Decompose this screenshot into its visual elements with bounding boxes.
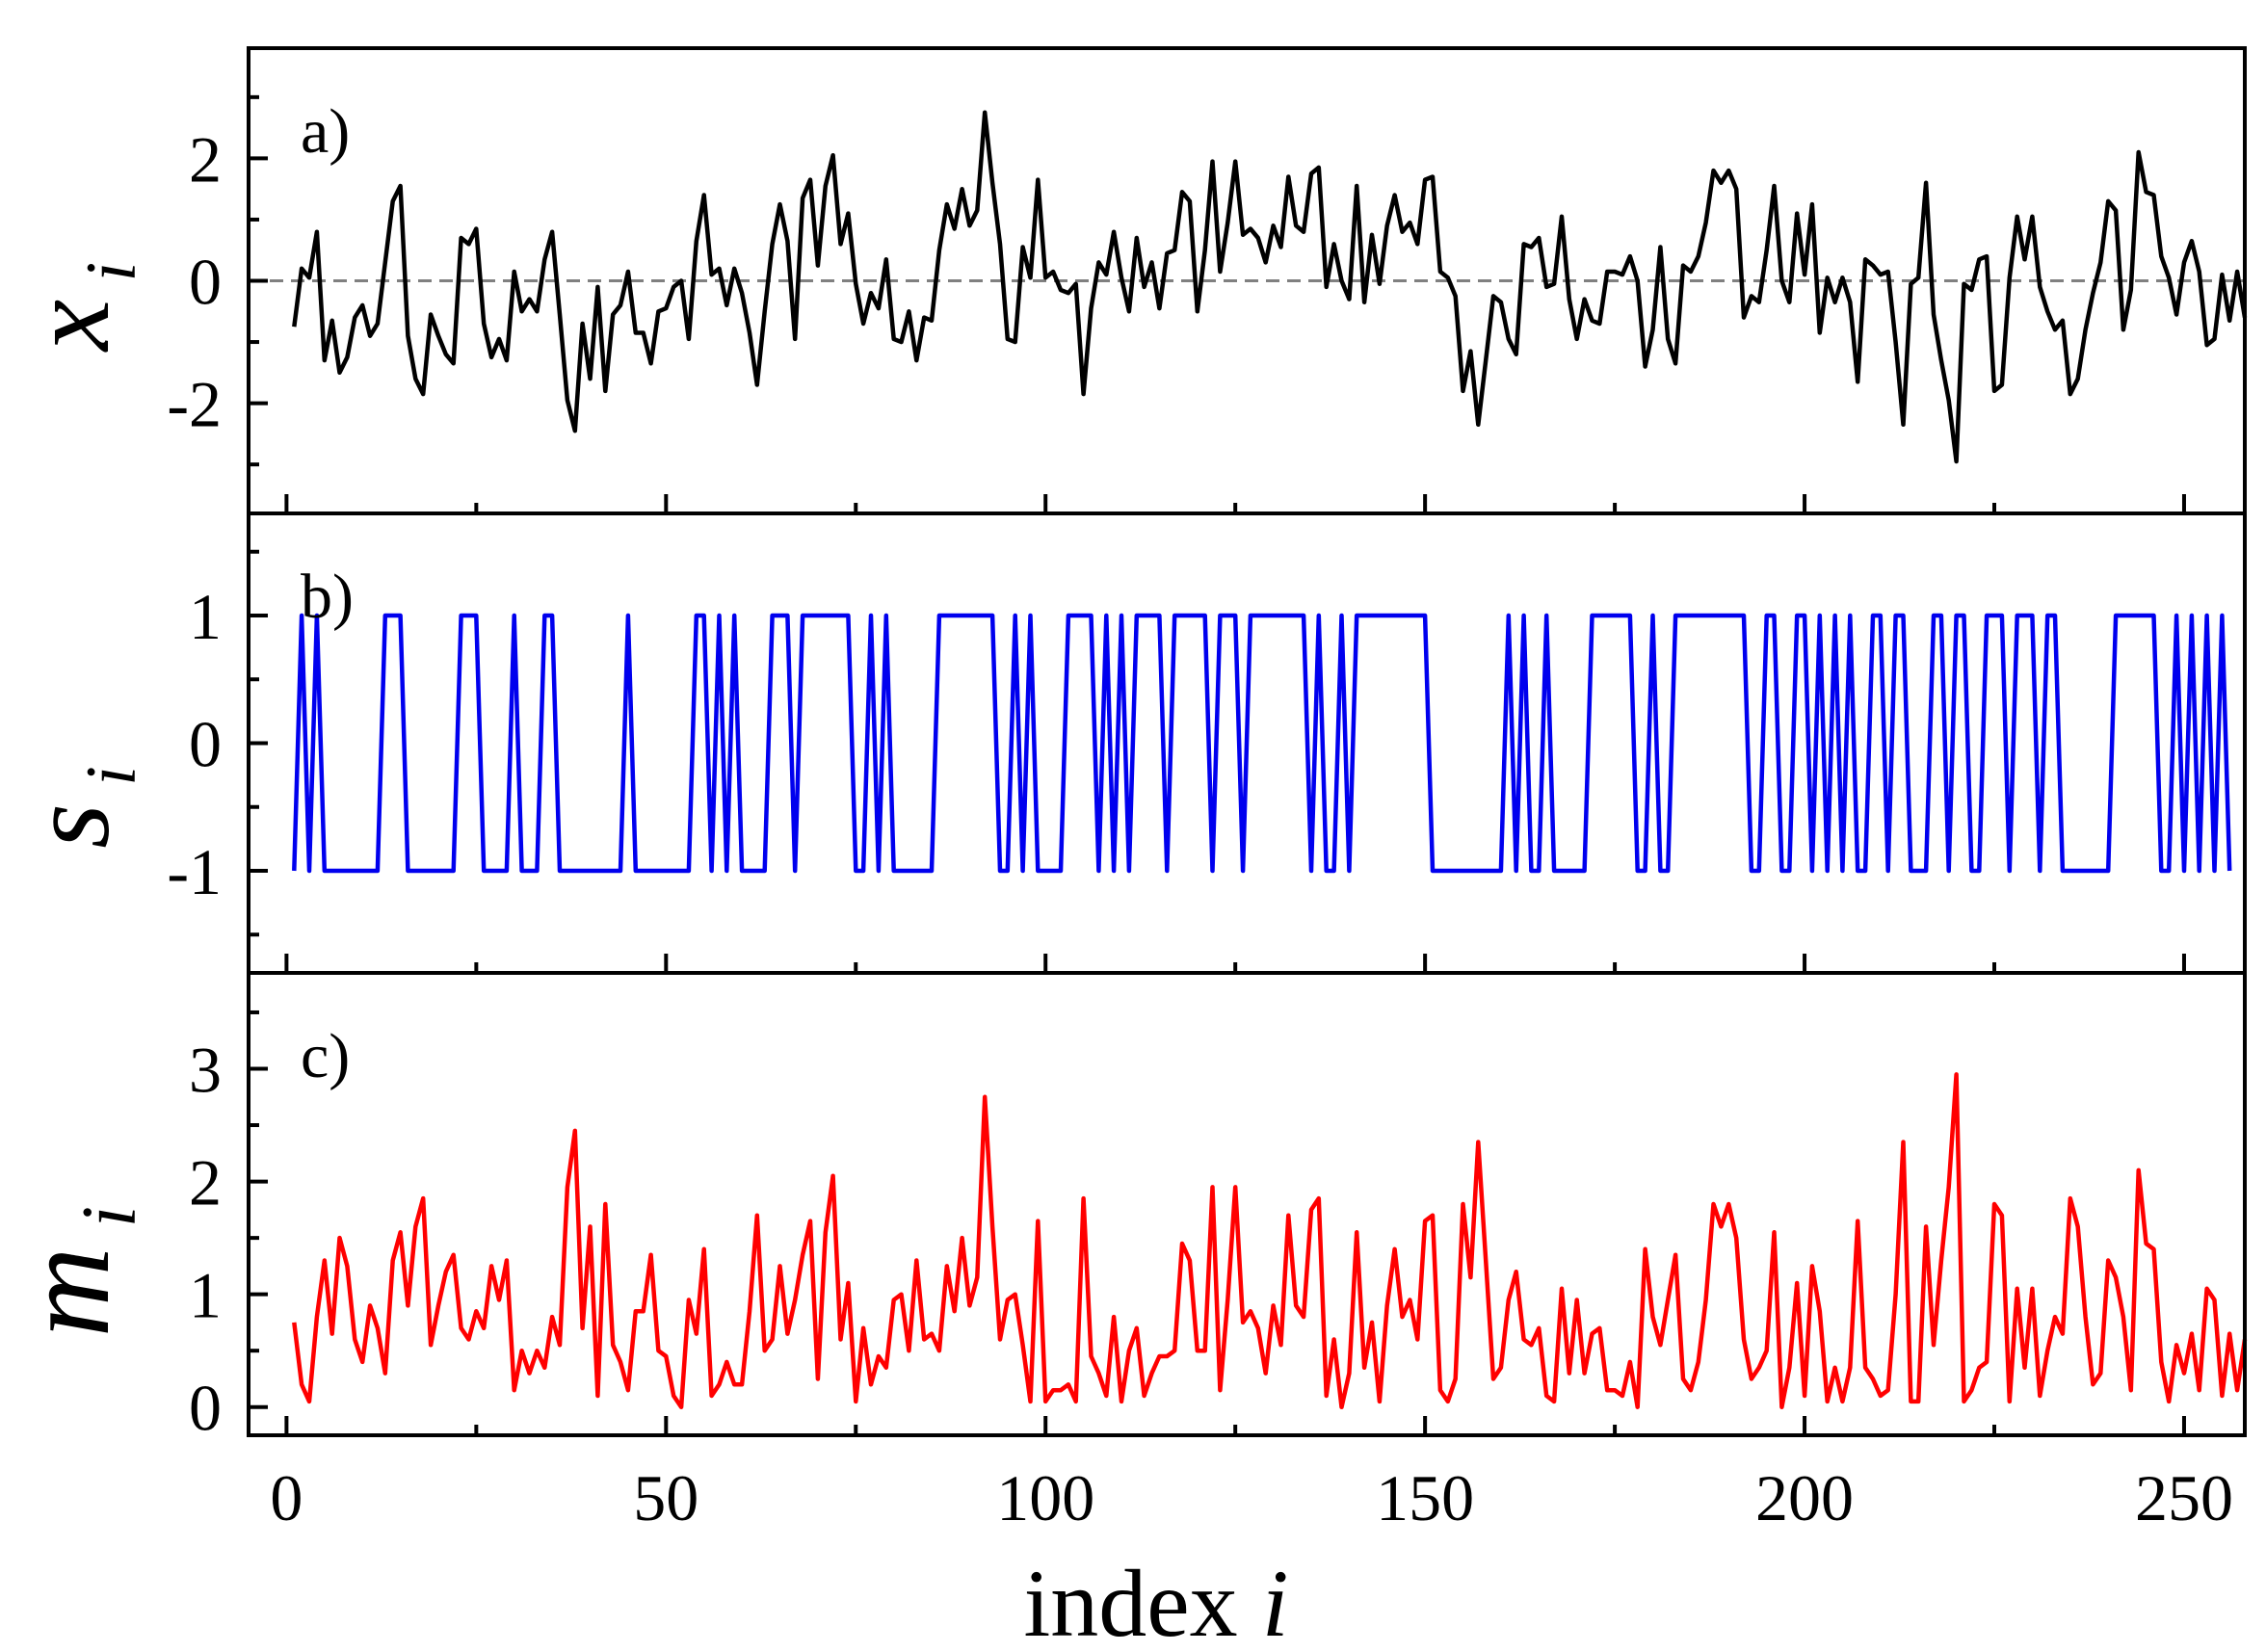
- series-line-x: [292, 110, 2248, 464]
- y-tick-label: 3: [189, 1034, 222, 1107]
- y-axis-label: s i: [5, 766, 151, 849]
- panel-label: b): [301, 562, 354, 632]
- y-tick-label: 2: [189, 1146, 222, 1219]
- x-tick-label: 150: [1376, 1461, 1474, 1534]
- x-tick-label: 0: [270, 1461, 303, 1534]
- y-axis-label-subscript: i: [66, 1206, 152, 1247]
- y-tick-label: 1: [189, 580, 222, 653]
- y-axis-label-subscript: i: [72, 262, 151, 300]
- y-axis-label: m i: [0, 1206, 152, 1338]
- y-tick-label: 0: [189, 246, 222, 319]
- x-tick-label: 200: [1755, 1461, 1854, 1534]
- x-tick-label: 100: [996, 1461, 1094, 1534]
- x-axis-label-text: index: [1024, 1550, 1262, 1652]
- y-tick-label: 0: [189, 1372, 222, 1445]
- series-line-s: [292, 613, 2232, 874]
- panel-frame: [247, 971, 2247, 1437]
- y-axis-label-subscript: i: [72, 766, 151, 803]
- panel-label: a): [301, 96, 350, 167]
- x-axis-label-variable: i: [1262, 1550, 1289, 1652]
- panel-c: 0 1 2 3 c) m i: [0, 971, 2248, 1445]
- y-axis-label-symbol: m: [0, 1246, 136, 1337]
- y-tick-label: 2: [189, 122, 222, 196]
- x-tick-label: 50: [633, 1461, 698, 1534]
- y-tick-label: -1: [167, 835, 222, 908]
- panel-a: -2 0 2 a) x i: [5, 46, 2248, 515]
- y-axis-label-symbol: s: [5, 803, 133, 849]
- x-tick-label: 250: [2135, 1461, 2233, 1534]
- y-tick-label: -2: [167, 368, 222, 441]
- y-tick-label: 0: [189, 708, 222, 781]
- panel-b: -1 0 1 b) s i: [5, 511, 2247, 975]
- x-axis-label: index i: [1024, 1550, 1289, 1652]
- panel-label: c): [301, 1021, 350, 1091]
- y-axis-label: x i: [5, 262, 151, 353]
- y-axis-label-symbol: x: [5, 300, 133, 353]
- series-line-m: [292, 1072, 2248, 1409]
- y-tick-label: 1: [189, 1259, 222, 1332]
